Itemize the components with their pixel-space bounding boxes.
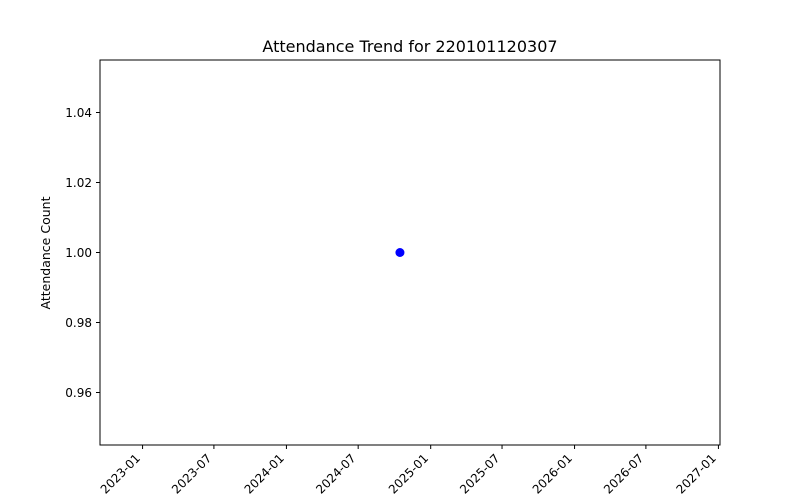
x-tick-label: 2023-07 <box>169 451 214 496</box>
y-tick-label: 0.96 <box>65 386 92 400</box>
y-tick-label: 1.02 <box>65 176 92 190</box>
y-tick-label: 1.00 <box>65 246 92 260</box>
x-tick-label: 2023-01 <box>98 451 143 496</box>
data-points <box>395 248 405 257</box>
x-tick-label: 2024-07 <box>313 451 358 496</box>
y-axis-label: Attendance Count <box>38 196 53 309</box>
y-tick-label: 0.98 <box>65 316 92 330</box>
y-tick-label: 1.04 <box>65 106 92 120</box>
chart-title: Attendance Trend for 220101120307 <box>262 37 557 56</box>
x-tick-label: 2025-07 <box>457 451 502 496</box>
x-tick-label: 2025-01 <box>386 451 431 496</box>
plot-area-frame <box>99 59 721 446</box>
y-axis-ticks: 0.96 0.98 1.00 1.02 1.04 <box>65 106 100 400</box>
x-tick-label: 2026-01 <box>530 451 575 496</box>
x-axis-ticks: 2023-01 2023-07 2024-01 2024-07 2025-01 2025-… <box>98 445 719 497</box>
data-point <box>395 248 405 257</box>
x-tick-label: 2027-01 <box>674 451 719 496</box>
x-tick-label: 2024-01 <box>242 451 287 496</box>
x-tick-label: 2026-07 <box>601 451 646 496</box>
